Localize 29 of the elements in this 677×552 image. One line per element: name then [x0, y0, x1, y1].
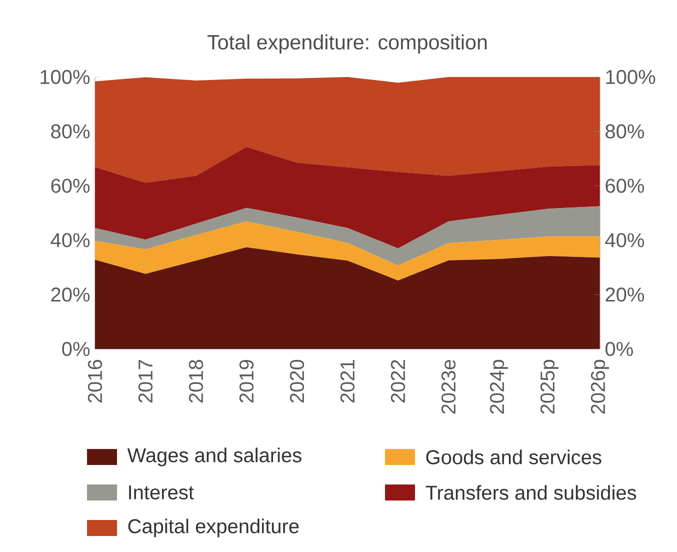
x-tick-label: 2020: [290, 360, 304, 403]
y-tick-label: 80%: [606, 124, 644, 138]
x-tick-label: 2023e: [441, 360, 456, 414]
legend-label: Interest: [129, 486, 194, 500]
x-tick-label: 2021: [340, 360, 355, 403]
y2-tick-label: 60%: [51, 178, 90, 193]
y-tick-label: 100%: [606, 70, 656, 84]
y-tick-label: 40%: [605, 233, 644, 248]
legend-label: Capital expenditure: [128, 518, 299, 538]
y-tick-label: 60%: [606, 178, 644, 193]
y2-tick-label: 100%: [40, 70, 90, 84]
y-tick-label: 20%: [606, 288, 644, 302]
y2-tick-label: 20%: [51, 288, 90, 302]
x-tick-label: 2022: [390, 360, 406, 403]
x-tick-label: 2016: [88, 360, 102, 403]
y-tick-label: 0%: [605, 342, 633, 356]
x-tick-label: 2018: [188, 360, 204, 403]
x-tick-label: 2026p: [590, 360, 610, 414]
y2-tick-label: 0%: [62, 342, 90, 356]
legend-label: Transfers and subsidies: [426, 485, 636, 500]
y2-tick-label: 40%: [50, 233, 90, 248]
x-tick-label: 2024p: [490, 360, 508, 414]
x-tick-label: 2017: [138, 360, 153, 403]
legend-label: Wages and salaries: [127, 448, 302, 466]
legend-label: Goods and services: [426, 450, 602, 464]
x-tick-label: 2019: [239, 360, 254, 403]
y2-tick-label: 80%: [51, 124, 90, 138]
chart-title: Total expenditure: composition: [207, 34, 487, 54]
x-tick-label: 2025p: [540, 360, 559, 414]
